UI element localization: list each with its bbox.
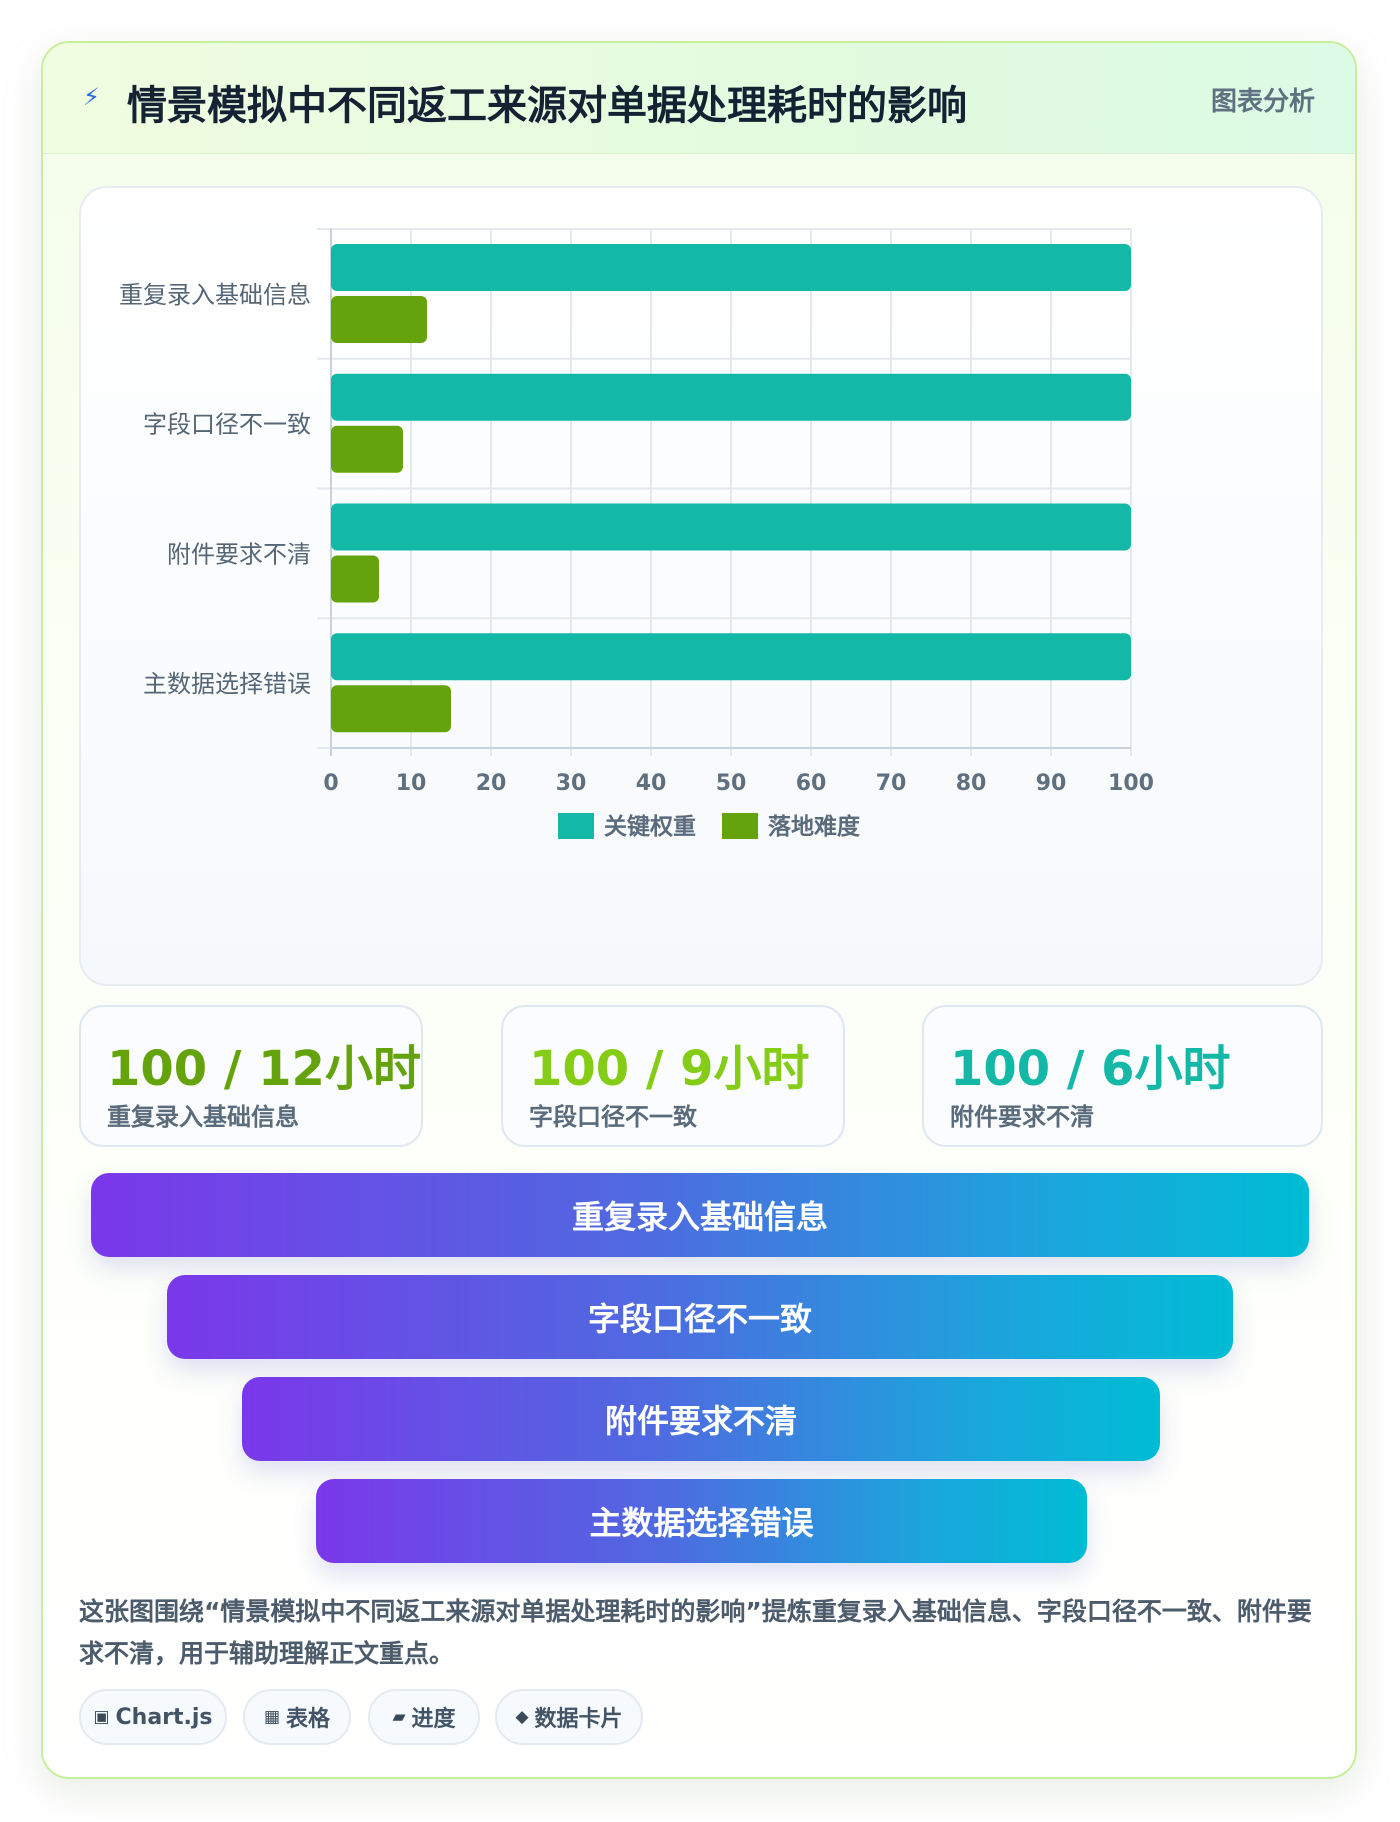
- pill-label: 进度: [411, 1707, 456, 1732]
- x-tick-label: 80: [956, 771, 987, 796]
- pill-label: 数据卡片: [534, 1707, 623, 1732]
- bar-key-weight: [331, 633, 1131, 681]
- chart-description: 这张图围绕“情景模拟中不同返工来源对单据处理耗时的影响”提炼重复录入基础信息、字…: [79, 1597, 1312, 1668]
- funnel-step-1: 重复录入基础信息: [91, 1173, 1309, 1257]
- legend-swatch: [558, 813, 594, 839]
- chart-analysis-tag: 图表分析: [1210, 87, 1315, 117]
- x-tick-label: 40: [636, 771, 667, 796]
- diamond-icon: ◆: [515, 1707, 529, 1727]
- stat-label: 重复录入基础信息: [107, 1103, 299, 1131]
- y-tick-label: 主数据选择错误: [143, 670, 311, 698]
- x-tick-label: 0: [323, 771, 338, 796]
- card-header: ⚡ 情景模拟中不同返工来源对单据处理耗时的影响 图表分析: [43, 43, 1355, 154]
- y-tick-label: 字段口径不一致: [143, 411, 311, 439]
- legend-swatch: [722, 813, 758, 839]
- page-title: 情景模拟中不同返工来源对单据处理耗时的影响: [127, 83, 967, 129]
- table-icon: ▦: [263, 1707, 281, 1727]
- y-tick-label: 附件要求不清: [167, 540, 311, 568]
- pill-label: Chart.js: [115, 1704, 213, 1730]
- bar-difficulty: [331, 685, 451, 733]
- chart-icon: ▣: [93, 1707, 110, 1727]
- bar-key-weight: [331, 373, 1131, 421]
- x-tick-label: 10: [396, 771, 427, 796]
- x-tick-label: 90: [1036, 771, 1067, 796]
- pill-chartjs[interactable]: ▣ Chart.js: [79, 1689, 227, 1745]
- chart-panel: 重复录入基础信息字段口径不一致附件要求不清主数据选择错误 0 10 20 30 40 50 6…: [79, 186, 1323, 986]
- x-tick-label: 100: [1108, 771, 1154, 796]
- bar-difficulty: [331, 425, 403, 473]
- stat-value: 100 / 12小时: [107, 1041, 421, 1097]
- legend-label: 关键权重: [604, 813, 696, 840]
- progress-icon: ▰: [392, 1707, 406, 1727]
- stat-card-1: 100 / 12小时 重复录入基础信息: [79, 1005, 423, 1147]
- bar-difficulty: [331, 296, 427, 343]
- legend-label: 落地难度: [768, 813, 861, 840]
- pill-label: 表格: [286, 1707, 331, 1732]
- stat-value: 100 / 6小时: [950, 1041, 1231, 1097]
- bar-difficulty: [331, 555, 379, 603]
- funnel-step-3: 附件要求不清: [242, 1377, 1160, 1461]
- x-tick-label: 50: [716, 771, 747, 796]
- x-tick-label: 60: [796, 771, 827, 796]
- main-card: ⚡ 情景模拟中不同返工来源对单据处理耗时的影响 图表分析 重复录入基础信息 字段口…: [41, 41, 1357, 1779]
- pill-table[interactable]: ▦ 表格: [243, 1689, 351, 1745]
- bar-key-weight: [331, 244, 1131, 291]
- pill-data-card[interactable]: ◆ 数据卡片: [495, 1689, 643, 1745]
- bar-key-weight: [331, 503, 1131, 551]
- funnel-step-2: 字段口径不一致: [167, 1275, 1233, 1359]
- x-tick-label: 20: [476, 771, 507, 796]
- stat-label: 附件要求不清: [950, 1103, 1094, 1131]
- x-tick-label: 30: [556, 771, 587, 796]
- stat-card-3: 100 / 6小时 附件要求不清: [922, 1005, 1323, 1147]
- x-tick-label: 70: [876, 771, 907, 796]
- stat-label: 字段口径不一致: [529, 1103, 697, 1131]
- lightning-icon: ⚡: [83, 83, 100, 111]
- y-tick-label: 重复录入基础信息: [119, 281, 311, 309]
- pill-progress[interactable]: ▰ 进度: [368, 1689, 480, 1745]
- stat-value: 100 / 9小时: [529, 1041, 810, 1097]
- stat-card-2: 100 / 9小时 字段口径不一致: [501, 1005, 845, 1147]
- funnel-step-4: 主数据选择错误: [316, 1479, 1087, 1563]
